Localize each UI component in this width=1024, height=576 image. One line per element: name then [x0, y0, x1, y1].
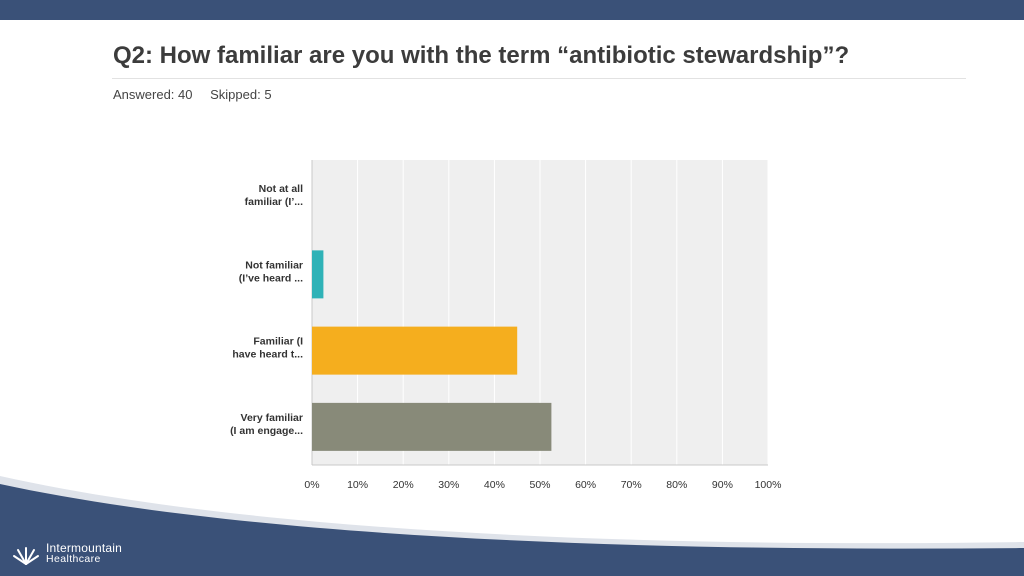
- logo-mark-icon: [13, 547, 39, 565]
- category-label: have heard t...: [232, 349, 303, 361]
- x-tick-label: 40%: [484, 479, 505, 491]
- category-label: (I am engage...: [230, 425, 303, 437]
- category-label: Not familiar: [245, 259, 303, 271]
- x-tick-label: 10%: [347, 479, 368, 491]
- category-label: Familiar (I: [253, 336, 303, 348]
- logo-line2: Healthcare: [46, 553, 101, 565]
- x-tick-label: 70%: [621, 479, 642, 491]
- x-tick-label: 90%: [712, 479, 733, 491]
- response-stats: Answered: 40 Skipped: 5: [113, 87, 272, 102]
- x-tick-label: 60%: [575, 479, 596, 491]
- x-tick-label: 30%: [438, 479, 459, 491]
- bar: [312, 250, 324, 299]
- x-tick-label: 100%: [755, 479, 782, 491]
- x-tick-label: 50%: [529, 479, 550, 491]
- category-label: Not at all: [259, 183, 303, 195]
- category-label: (I’ve heard ...: [239, 272, 303, 284]
- title-divider: [112, 78, 966, 79]
- skipped-count: Skipped: 5: [210, 87, 272, 102]
- page-title: Q2: How familiar are you with the term “…: [113, 42, 850, 69]
- logo-line1: Intermountain: [46, 541, 122, 555]
- category-label: Very familiar: [241, 412, 303, 424]
- answered-count: Answered: 40: [113, 87, 193, 102]
- footer-swoosh: [0, 476, 1024, 576]
- category-label: familiar (I’...: [245, 196, 303, 208]
- intermountain-logo: Intermountain Healthcare: [12, 540, 122, 568]
- x-tick-label: 80%: [666, 479, 687, 491]
- bar: [312, 402, 552, 451]
- top-banner: [0, 0, 1024, 20]
- x-tick-label: 20%: [393, 479, 414, 491]
- bar: [312, 326, 518, 375]
- x-tick-label: 0%: [304, 479, 319, 491]
